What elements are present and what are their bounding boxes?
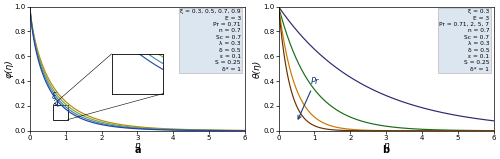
Text: b: b: [382, 145, 390, 155]
X-axis label: η: η: [383, 141, 389, 150]
Bar: [54, 105, 68, 120]
Text: ξ = 0.3
E = 3
Pr = 0.71, 2, 5, 7
n = 0.7
Sc = 0.7
λ = 0.3
δ = 0.5
ε = 0.1
S = 0.: ξ = 0.3 E = 3 Pr = 0.71, 2, 5, 7 n = 0.7…: [440, 9, 490, 72]
Text: ξ = 0.3, 0.5, 0.7, 0.9
E = 3
Pr = 0.71
n = 0.7
Sc = 0.7
λ = 0.3
δ = 0.5
ε = 0.1
: ξ = 0.3, 0.5, 0.7, 0.9 E = 3 Pr = 0.71 n…: [180, 9, 240, 72]
Y-axis label: θ(η): θ(η): [253, 60, 262, 78]
Y-axis label: φ(η): φ(η): [4, 59, 13, 78]
Text: ξ: ξ: [51, 92, 58, 106]
X-axis label: η: η: [134, 141, 140, 150]
Text: a: a: [134, 145, 140, 155]
Text: Pr: Pr: [298, 77, 320, 119]
